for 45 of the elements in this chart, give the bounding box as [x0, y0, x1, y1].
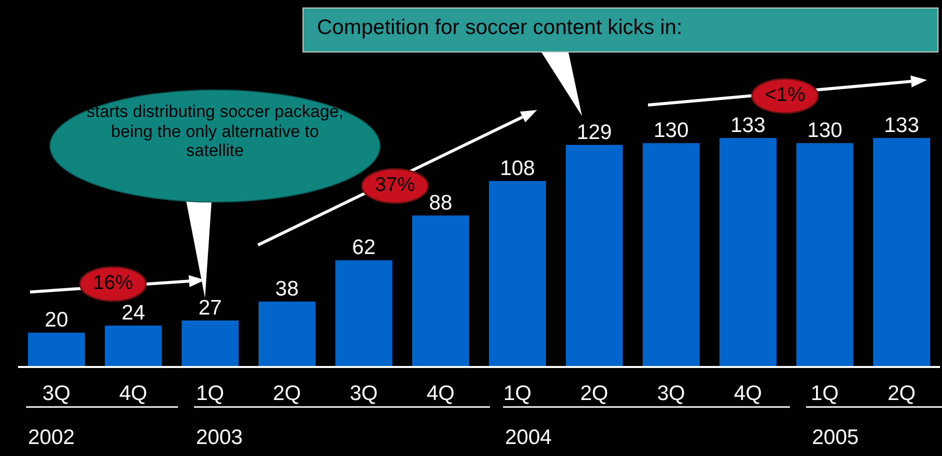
x-tick-label: 2Q: [580, 382, 608, 405]
annotation: starts distributing soccer package, being the only alternative to satellite: [85, 102, 344, 161]
bar: [566, 144, 623, 367]
x-tick-label: 2Q: [888, 382, 916, 405]
text: 2002: [28, 426, 75, 450]
bar: [796, 143, 854, 367]
data-label: 133: [884, 114, 920, 137]
text: <1%: [764, 84, 806, 107]
data-label: 62: [352, 236, 376, 260]
bar: [642, 143, 700, 367]
x-tick-label: 3Q: [350, 382, 378, 405]
bar: [412, 215, 470, 367]
text: 2004: [505, 426, 552, 450]
data-label: 108: [500, 157, 536, 180]
bar: [258, 302, 316, 367]
annotation: 37%: [374, 174, 416, 196]
text: 2005: [812, 426, 859, 450]
data-label: 88: [428, 191, 452, 214]
x-tick-label: 4Q: [119, 382, 148, 405]
data-label: 133: [730, 114, 766, 137]
data-label: 27: [198, 296, 222, 320]
data-label: 20: [44, 308, 68, 332]
data-label: 129: [576, 120, 612, 144]
x-tick-label: 4Q: [734, 382, 762, 405]
bar: [28, 332, 85, 367]
x-tick-label: 1Q: [810, 382, 839, 405]
text: 2003: [196, 426, 243, 450]
bar: [182, 320, 239, 367]
x-tick-label: 1Q: [196, 382, 224, 405]
data-label: 24: [122, 302, 146, 325]
annotation: 16%: [92, 272, 134, 295]
x-tick-label: 4Q: [426, 382, 455, 405]
bar: [873, 138, 930, 367]
x-tick-label: 1Q: [503, 382, 532, 405]
data-label: 130: [807, 119, 842, 142]
x-tick-label: 2Q: [272, 382, 301, 405]
data-label: 130: [654, 119, 689, 142]
x-tick-label: 3Q: [42, 382, 70, 405]
bar: [104, 326, 162, 367]
bar: [488, 181, 546, 367]
bar: [335, 260, 392, 367]
data-label: 38: [275, 278, 299, 301]
x-tick-label: 3Q: [657, 382, 686, 405]
text: Competition for soccer content kicks in:: [317, 16, 682, 40]
bar: [719, 138, 776, 367]
